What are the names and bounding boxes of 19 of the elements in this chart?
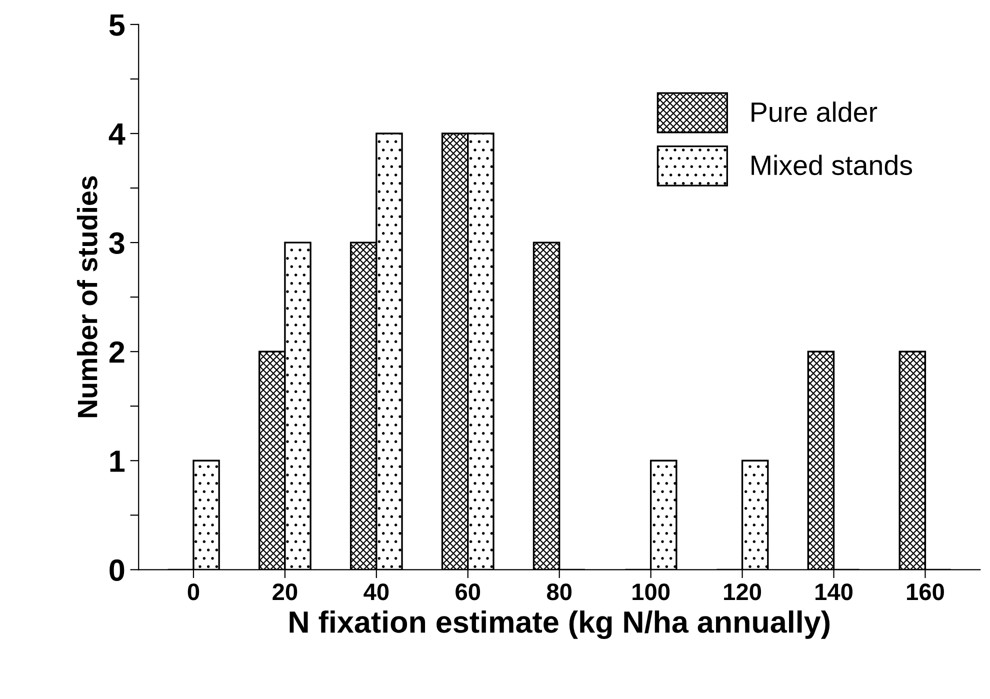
x-tick-label: 120 <box>724 584 762 600</box>
y-tick-label: 5 <box>109 14 125 36</box>
legend-label: Mixed stands <box>752 154 912 176</box>
x-tick-label: 60 <box>456 584 480 600</box>
y-tick-label: 4 <box>108 124 126 145</box>
x-tick-label: 20 <box>272 584 298 600</box>
x-tick-label: 100 <box>632 584 670 600</box>
legend-label: Pure alder <box>752 102 878 122</box>
y-tick-label: 0 <box>110 559 124 582</box>
x-tick-label: 160 <box>907 584 944 600</box>
x-tick-label: 40 <box>364 584 389 600</box>
x-axis-title: N fixation estimate (kg N/ha annually) <box>290 610 830 640</box>
x-tick-label: 80 <box>546 584 572 600</box>
y-axis-title: Number of studies <box>76 176 98 418</box>
y-tick-label: 2 <box>109 341 124 363</box>
y-tick-label: 3 <box>109 232 124 254</box>
y-tick-label: 1 <box>110 450 125 472</box>
x-tick-label: 0 <box>188 584 200 600</box>
x-tick-label: 140 <box>816 584 852 600</box>
